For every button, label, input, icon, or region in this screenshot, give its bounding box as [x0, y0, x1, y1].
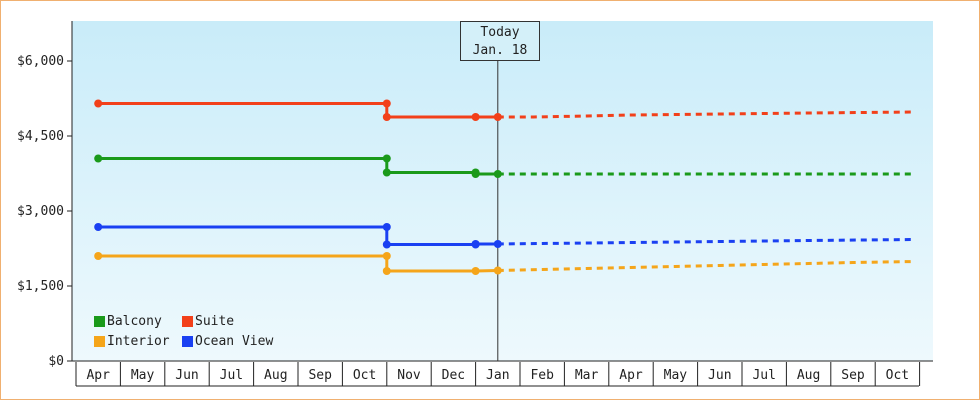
data-point-balcony: [493, 170, 502, 178]
legend-swatch-balcony: [94, 315, 105, 327]
x-tick-label: May: [664, 368, 688, 383]
data-point-suite: [471, 113, 480, 121]
legend-item-suite: Suite: [182, 313, 292, 329]
legend-swatch-suite: [182, 315, 193, 327]
data-point-ocean-view: [94, 223, 103, 231]
x-tick-label: Sep: [841, 368, 865, 383]
y-tick-label: $0: [48, 354, 64, 369]
data-point-ocean-view: [382, 240, 391, 249]
x-tick-label: Nov: [397, 368, 421, 383]
data-point-balcony: [94, 154, 103, 163]
legend-label-balcony: Balcony: [107, 313, 162, 329]
legend-label-interior: Interior: [107, 333, 170, 349]
plot-area: [72, 21, 933, 361]
legend-item-ocean-view: Ocean View: [182, 333, 292, 349]
x-tick-label: Mar: [575, 368, 599, 383]
x-tick-label: Oct: [886, 368, 909, 383]
data-point-balcony: [382, 168, 391, 177]
legend-swatch-interior: [94, 335, 105, 347]
data-point-interior: [493, 266, 502, 275]
legend-swatch-ocean-view: [182, 335, 193, 347]
x-tick-label: Jul: [220, 368, 243, 383]
y-tick-label: $6,000: [17, 54, 64, 69]
series-projection-interior: [497, 260, 916, 272]
data-point-ocean-view: [493, 240, 502, 248]
x-tick-label: Jul: [752, 368, 775, 383]
data-point-interior: [471, 267, 480, 275]
data-point-suite: [94, 99, 103, 108]
x-tick-label: Aug: [264, 368, 287, 383]
data-point-interior: [94, 252, 103, 260]
y-tick-label: $3,000: [17, 204, 64, 219]
legend-item-interior: Interior: [94, 333, 182, 349]
today-date: Jan. 18: [472, 43, 528, 58]
series-layer: [94, 99, 916, 275]
x-tick-label: Jun: [708, 368, 731, 383]
data-point-interior: [382, 267, 391, 275]
legend: Balcony Suite Interior Ocean View: [94, 313, 292, 349]
legend-item-balcony: Balcony: [94, 313, 182, 329]
series-projection-suite: [497, 110, 916, 119]
data-point-ocean-view: [382, 223, 391, 231]
data-point-suite: [382, 99, 391, 108]
series-line-suite: [98, 102, 498, 119]
legend-label-suite: Suite: [195, 313, 235, 329]
x-tick-label: Apr: [619, 368, 643, 383]
data-point-ocean-view: [471, 240, 480, 248]
x-tick-label: Aug: [797, 368, 820, 383]
y-tick-label: $1,500: [17, 279, 64, 294]
x-tick-label: Jun: [175, 368, 198, 383]
legend-label-ocean-view: Ocean View: [195, 333, 274, 349]
y-tick-label: $4,500: [17, 129, 64, 144]
x-tick-label: Apr: [86, 368, 110, 383]
data-point-balcony: [471, 170, 480, 178]
data-point-interior: [382, 252, 391, 260]
x-tick-label: Feb: [530, 368, 554, 383]
axes: $0 $1,500 $3,000 $4,500 $6,000 Apr May Jun Jul Au…: [17, 21, 933, 387]
today-marker-box: Today Jan. 18: [460, 21, 540, 61]
data-point-balcony: [382, 154, 391, 163]
x-tick-label: Sep: [308, 368, 332, 383]
x-tick-label: May: [131, 368, 155, 383]
data-point-suite: [382, 113, 391, 121]
x-tick-label: Dec: [442, 368, 465, 383]
x-tick-label: Oct: [353, 368, 376, 383]
today-label: Today: [480, 25, 520, 40]
x-tick-label: Jan: [486, 368, 509, 383]
series-projection-ocean-view: [497, 238, 916, 246]
data-point-suite: [493, 113, 502, 121]
